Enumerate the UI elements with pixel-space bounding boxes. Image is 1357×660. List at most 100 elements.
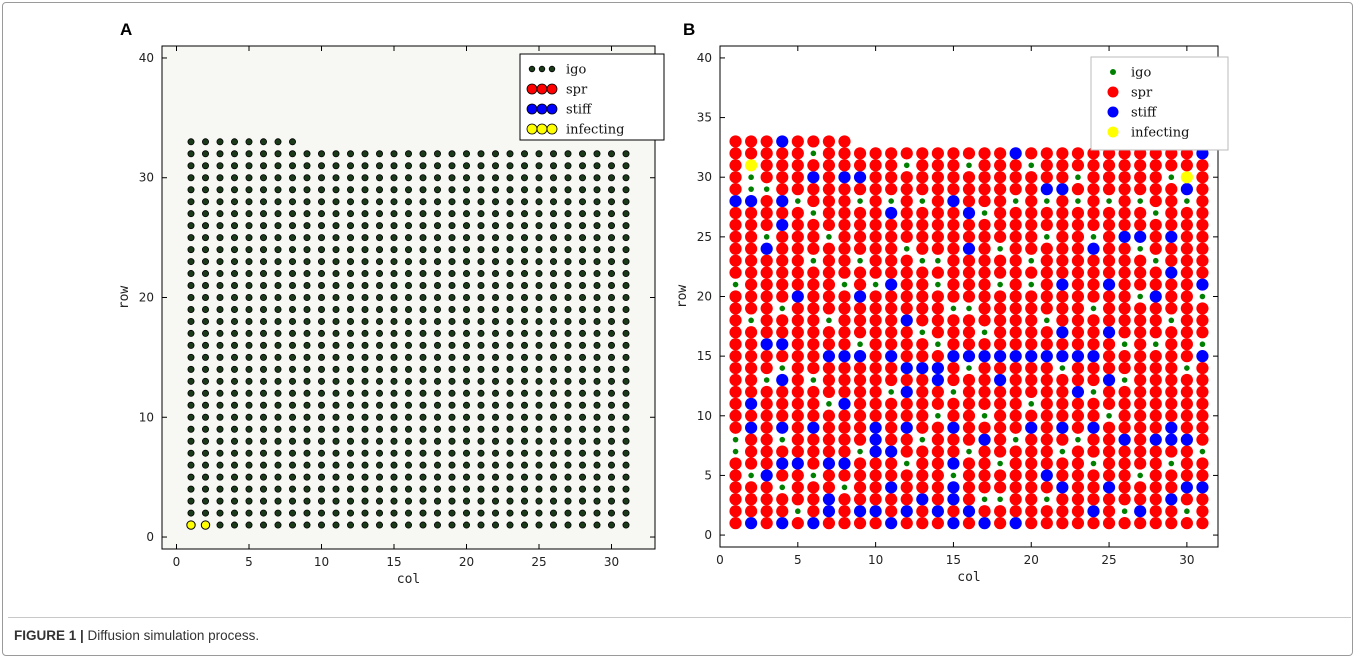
point-spr [1196, 421, 1209, 434]
point-igo [288, 198, 296, 206]
point-igo [491, 329, 499, 337]
point-spr [1196, 433, 1209, 446]
point-spr [1165, 206, 1178, 220]
point-igo [404, 317, 412, 325]
point-igo [535, 437, 543, 445]
point-igo [564, 461, 572, 469]
point-igo [564, 329, 572, 337]
point-spr [962, 409, 976, 422]
legend-marker-stiff [526, 103, 538, 115]
point-spr [1196, 183, 1209, 196]
panel-label-b: B [683, 20, 696, 39]
point-igo [433, 497, 441, 505]
point-spr [760, 135, 773, 148]
point-spr [916, 385, 929, 399]
point-spr [838, 266, 851, 279]
point-igo [491, 210, 499, 218]
point-spr [1071, 254, 1085, 267]
point-igo [187, 150, 195, 158]
point-igo [245, 389, 253, 397]
point-stiff [1025, 350, 1038, 363]
legend-label-infecting: infecting [566, 123, 624, 138]
point-spr [885, 469, 898, 482]
point-igo [375, 258, 383, 266]
point-stiff [1087, 242, 1100, 255]
point-spr [729, 206, 742, 220]
point-igo [919, 329, 926, 336]
point-igo [404, 341, 412, 349]
point-spr [1071, 302, 1085, 315]
point-igo [216, 461, 224, 469]
point-igo [361, 353, 369, 361]
point-igo [332, 186, 340, 194]
point-spr [760, 254, 773, 267]
point-spr [1102, 421, 1116, 434]
point-igo [521, 389, 529, 397]
point-igo [608, 353, 616, 361]
point-igo [732, 436, 739, 443]
point-igo [201, 174, 209, 182]
point-igo [521, 353, 529, 361]
point-spr [1025, 469, 1038, 482]
x-tick-label: 20 [459, 555, 474, 569]
point-igo [317, 521, 325, 529]
point-spr [994, 194, 1007, 208]
point-igo [1090, 460, 1097, 467]
point-stiff [1196, 481, 1209, 494]
point-igo [230, 222, 238, 230]
point-igo [579, 437, 587, 445]
point-spr [1118, 183, 1131, 196]
point-stiff [885, 517, 898, 530]
point-igo [1012, 436, 1019, 443]
point-spr [916, 230, 929, 243]
point-igo [433, 425, 441, 433]
point-igo [332, 317, 340, 325]
point-spr [853, 278, 867, 291]
point-spr [1196, 457, 1209, 470]
point-igo [375, 425, 383, 433]
point-spr [869, 373, 882, 387]
point-spr [1165, 278, 1178, 291]
point-igo [216, 413, 224, 421]
point-spr [916, 481, 929, 494]
point-spr [947, 314, 960, 327]
point-igo [608, 329, 616, 337]
point-spr [729, 481, 742, 494]
point-igo [622, 341, 630, 349]
y-tick-label: 30 [139, 171, 154, 185]
y-tick-label: 20 [697, 290, 712, 304]
point-igo [201, 437, 209, 445]
point-igo [448, 341, 456, 349]
point-spr [1056, 302, 1069, 315]
point-igo [506, 186, 514, 194]
point-igo [521, 234, 529, 242]
point-igo [303, 162, 311, 170]
point-spr [1196, 171, 1209, 184]
point-spr [729, 242, 742, 255]
point-spr [962, 266, 976, 279]
point-spr [1134, 373, 1147, 387]
point-igo [216, 210, 224, 218]
point-igo [506, 270, 514, 278]
point-spr [947, 171, 960, 184]
point-igo [608, 305, 616, 313]
point-igo [332, 353, 340, 361]
point-spr [776, 385, 789, 399]
point-igo [230, 317, 238, 325]
point-spr [1196, 206, 1209, 220]
point-igo [274, 246, 282, 254]
point-igo [259, 282, 267, 290]
point-igo [346, 234, 354, 242]
point-igo [579, 186, 587, 194]
point-igo [564, 317, 572, 325]
point-igo [259, 150, 267, 158]
point-igo [375, 485, 383, 493]
point-igo [433, 246, 441, 254]
point-spr [885, 218, 898, 232]
point-igo [535, 234, 543, 242]
point-spr [745, 266, 758, 279]
point-spr [1040, 421, 1053, 434]
point-igo [288, 270, 296, 278]
point-igo [404, 150, 412, 158]
point-igo [317, 485, 325, 493]
